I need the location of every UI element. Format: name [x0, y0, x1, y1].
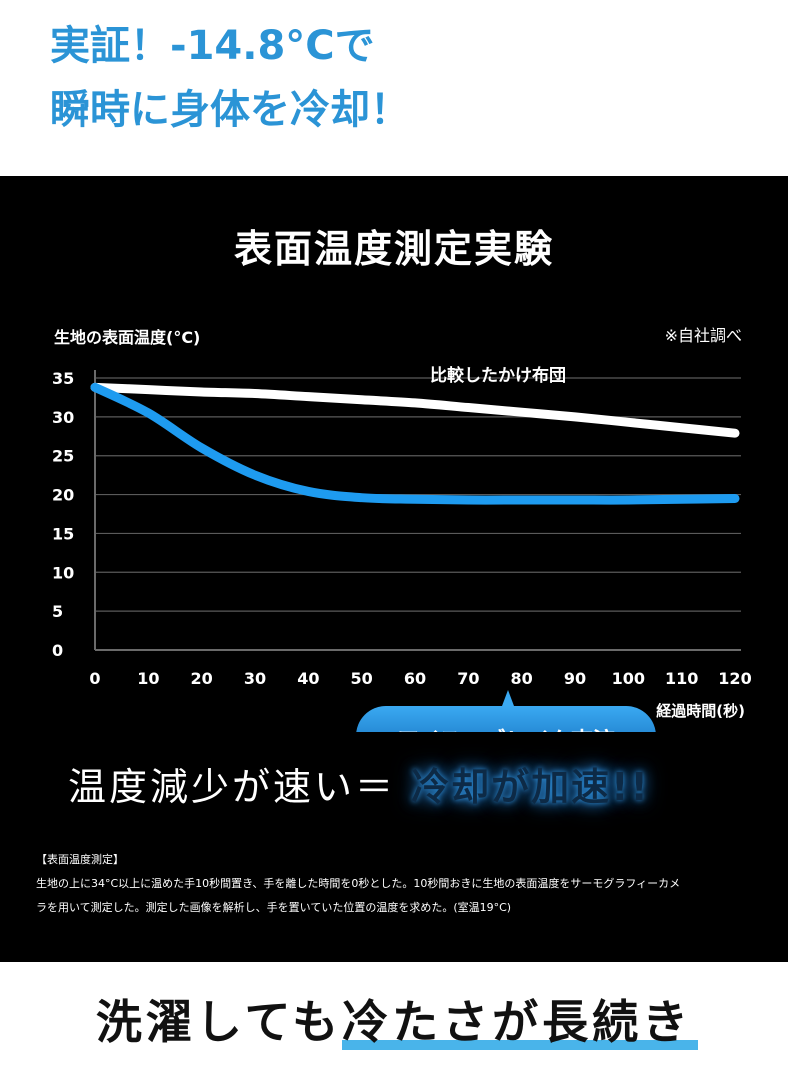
x-tick-label: 90	[564, 669, 586, 688]
x-tick-label: 60	[404, 669, 426, 688]
y-tick-label: 0	[52, 641, 63, 660]
product-series-label: アイス・ブレイク爽涼	[397, 728, 615, 732]
comparison-series-line	[90, 382, 740, 438]
x-axis-label: 経過時間(秒)	[656, 702, 745, 720]
x-tick-label: 100	[612, 669, 645, 688]
tagline-accent: 冷却が加速!!	[411, 765, 650, 809]
comparison-series-label: 比較したかけ布団	[430, 365, 566, 386]
footer-slogan: 洗濯しても冷たさが長続き	[0, 986, 788, 1052]
product-callout: アイス・ブレイク爽涼	[356, 690, 656, 732]
y-tick-label: 35	[52, 369, 74, 388]
tagline-plain: 温度減少が速い＝	[68, 765, 397, 809]
y-tick-label: 30	[52, 408, 74, 427]
panel-title: 表面温度測定実験	[233, 227, 554, 271]
y-tick-label: 15	[52, 524, 74, 543]
y-axis-label: 生地の表面温度(°C)	[54, 328, 201, 347]
x-tick-label: 40	[297, 669, 319, 688]
y-tick-label: 5	[52, 602, 63, 621]
x-tick-label: 30	[244, 669, 266, 688]
headline-line-1: 実証！-14.8°Cで	[50, 23, 375, 69]
y-tick-label: 20	[52, 486, 74, 505]
note-line-2: ラを用いて測定した。測定した画像を解析し、手を置いていた位置の温度を求めた。(室…	[36, 901, 512, 914]
x-tick-label: 50	[351, 669, 373, 688]
note-line-1: 生地の上に34°C以上に温めた手10秒間置き、手を離した時間を0秒とした。10秒…	[36, 877, 681, 890]
x-tick-label: 10	[137, 669, 159, 688]
x-tick-label: 110	[665, 669, 698, 688]
y-tick-label: 25	[52, 447, 74, 466]
measurement-note: 【表面温度測定】 生地の上に34°C以上に温めた手10秒間置き、手を離した時間を…	[36, 848, 680, 920]
temperature-chart: 0 5 10 15 20 25 30 35 0 10 20 30 40 50 60 70 80 90 100 110 1…	[52, 365, 752, 732]
footer-prefix: 洗濯しても	[95, 995, 343, 1049]
x-tick-label: 120	[718, 669, 751, 688]
headline: 実証！-14.8°Cで 瞬時に身体を冷却！	[50, 14, 410, 142]
x-tick-label: 80	[511, 669, 533, 688]
tagline: 温度減少が速い＝ 冷却が加速!!	[68, 756, 650, 811]
experiment-panel: 表面温度測定実験 生地の表面温度(°C) ※自社調べ 0 5 10 15 20 25 30 3…	[0, 176, 788, 962]
product-series-line	[90, 382, 740, 505]
x-tick-label: 70	[457, 669, 479, 688]
y-tick-label: 10	[52, 563, 74, 582]
x-tick-label: 20	[191, 669, 213, 688]
source-note: ※自社調べ	[664, 326, 742, 345]
x-tick-label: 0	[89, 669, 100, 688]
headline-line-2: 瞬時に身体を冷却！	[50, 87, 410, 133]
footer-highlight: 冷たさが長続き	[342, 986, 699, 1052]
note-heading: 【表面温度測定】	[36, 853, 124, 866]
callout-bubble	[356, 706, 656, 732]
callout-pointer	[502, 690, 514, 706]
